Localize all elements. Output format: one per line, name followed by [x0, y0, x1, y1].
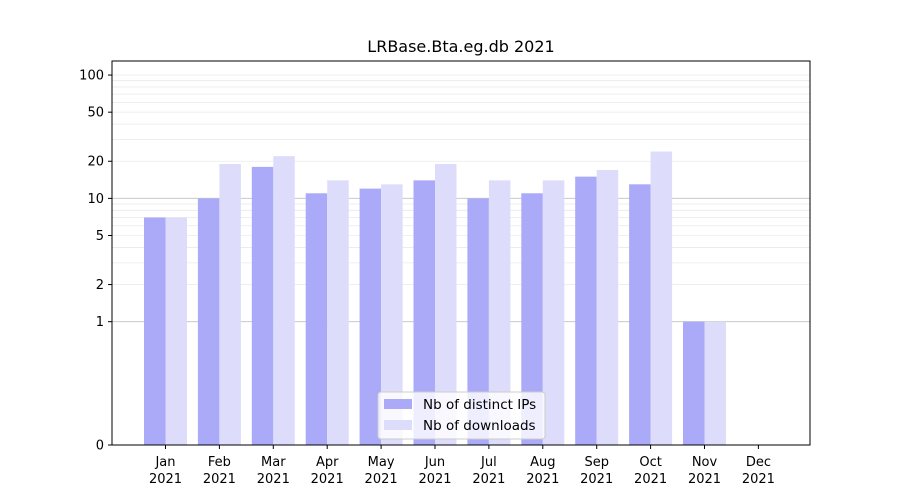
bar-downloads	[542, 180, 565, 445]
x-tick-label-month: Jul	[480, 455, 497, 470]
bar-distinct-ips	[144, 217, 166, 445]
x-tick-label-month: Sep	[584, 455, 609, 470]
bar-downloads	[488, 180, 511, 445]
y-tick-label: 2	[96, 278, 104, 293]
bars	[144, 151, 726, 446]
chart-title: LRBase.Bta.eg.db 2021	[367, 37, 554, 56]
x-axis: Jan 2021 Feb 2021 Mar 2021 Apr 2021 May 2021 Jun 20…	[149, 445, 775, 487]
legend-label: Nb of downloads	[423, 418, 536, 434]
x-tick-label-year: 2021	[742, 472, 775, 487]
bar-distinct-ips	[521, 193, 543, 445]
plot-frame	[111, 60, 811, 446]
bar-distinct-ips	[359, 188, 382, 446]
x-tick-label-year: 2021	[634, 472, 667, 487]
x-tick-label-year: 2021	[472, 472, 505, 487]
x-tick-label-year: 2021	[526, 472, 559, 487]
bar-distinct-ips	[251, 166, 274, 445]
bar-downloads	[650, 151, 673, 445]
legend-swatch	[384, 420, 412, 430]
x-tick-label-month: Nov	[692, 455, 718, 470]
bar-distinct-ips	[575, 176, 597, 445]
x-tick-label-year: 2021	[203, 472, 236, 487]
bar-distinct-ips	[467, 198, 489, 445]
bar-distinct-ips	[413, 180, 435, 445]
legend: Nb of distinct IPs Nb of downloads	[377, 391, 546, 440]
y-tick-label: 0	[96, 439, 104, 454]
y-tick-label: 100	[79, 69, 104, 84]
bar-downloads	[273, 156, 295, 445]
bar-downloads	[327, 180, 349, 445]
y-tick-label: 5	[96, 229, 104, 244]
x-tick-label-year: 2021	[311, 472, 344, 487]
x-tick-label-month: Feb	[208, 455, 231, 470]
x-tick-label-month: Aug	[530, 455, 555, 470]
y-tick-label: 10	[87, 192, 104, 207]
x-tick-label-month: Dec	[746, 455, 771, 470]
x-tick-label-year: 2021	[418, 472, 451, 487]
bar-downloads	[165, 217, 187, 445]
y-tick-label: 1	[96, 315, 104, 330]
y-axis: 0 1 2 5 10 20 50 100	[79, 69, 112, 454]
x-tick-label-month: Apr	[316, 455, 339, 470]
bar-downloads	[596, 169, 619, 445]
x-tick-label-month: Mar	[261, 455, 286, 470]
bar-distinct-ips	[683, 321, 705, 445]
bar-downloads	[704, 321, 726, 445]
x-tick-label-year: 2021	[580, 472, 613, 487]
y-tick-label: 50	[87, 106, 104, 121]
x-tick-label-month: Oct	[639, 455, 661, 470]
x-tick-label-month: May	[368, 455, 395, 470]
x-tick-label-year: 2021	[149, 472, 182, 487]
bar-downloads	[381, 184, 403, 445]
bar-downloads	[219, 163, 241, 445]
bar-downloads	[435, 163, 457, 445]
bar-distinct-ips	[197, 198, 220, 445]
y-tick-label: 20	[87, 155, 104, 170]
x-tick-label-year: 2021	[365, 472, 398, 487]
legend-box	[377, 391, 546, 440]
legend-label: Nb of distinct IPs	[423, 397, 536, 413]
bar-distinct-ips	[305, 193, 328, 445]
x-tick-label-month: Jun	[424, 455, 445, 470]
x-tick-label-year: 2021	[688, 472, 721, 487]
x-tick-label-month: Jan	[154, 455, 175, 470]
x-tick-label-year: 2021	[257, 472, 290, 487]
bar-distinct-ips	[629, 184, 651, 445]
legend-swatch	[384, 399, 412, 409]
